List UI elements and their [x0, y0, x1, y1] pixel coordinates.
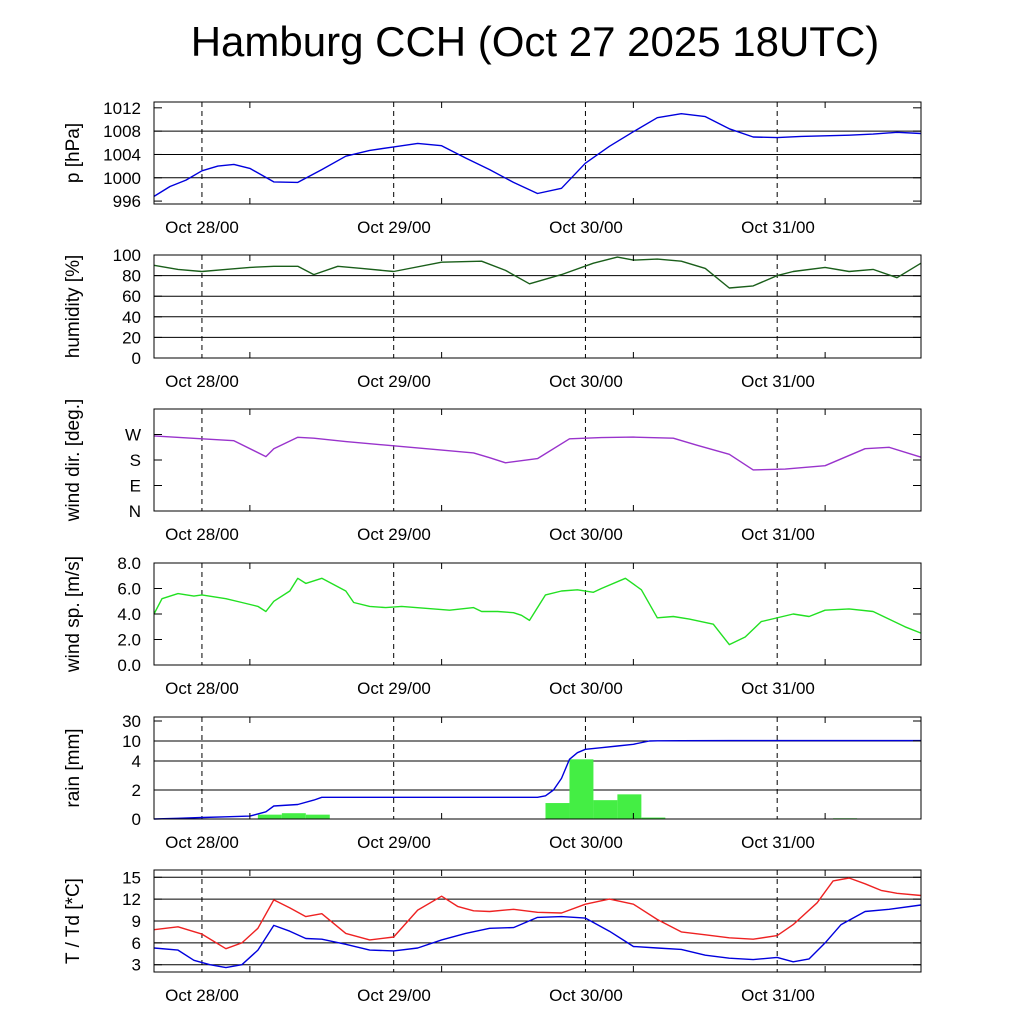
panel-frame — [153, 562, 922, 666]
ytick-label: 20 — [122, 328, 141, 347]
xtick-label: Oct 30/00 — [549, 986, 623, 1005]
panel-frame — [153, 101, 922, 205]
ytick-label: 0 — [132, 810, 141, 829]
xtick-label: Oct 28/00 — [165, 986, 239, 1005]
ytick-label: 0 — [132, 349, 141, 368]
xtick-label: Oct 31/00 — [741, 525, 815, 544]
xtick-label: Oct 30/00 — [549, 218, 623, 237]
ytick-label: 9 — [132, 912, 141, 931]
xtick-label: Oct 29/00 — [357, 372, 431, 391]
ylabel: T / Td [*C] — [63, 878, 84, 964]
ytick-label: 2.0 — [117, 631, 141, 650]
rain-bar-4 — [569, 759, 594, 819]
ytick-label: 4 — [132, 752, 141, 771]
ytick-label: 8.0 — [117, 554, 141, 573]
rain-bar-7 — [641, 817, 666, 819]
rain-bar-2 — [305, 814, 330, 819]
xtick-label: Oct 28/00 — [165, 525, 239, 544]
temperature-series-1 — [153, 904, 922, 969]
panel-temperature: 3 6 9 12 15 Oct 28/00 Oct 29/00 Oct 30/00 Oct 31… — [63, 868, 922, 1005]
ylabel: wind dir. [deg.] — [63, 399, 84, 523]
xtick-label: Oct 29/00 — [357, 986, 431, 1005]
xtick-label: Oct 31/00 — [741, 679, 815, 698]
xtick-label: Oct 28/00 — [165, 218, 239, 237]
ytick-label: W — [125, 426, 141, 445]
wind_speed-line — [153, 577, 922, 646]
ytick-label: 10 — [122, 732, 141, 751]
ytick-label: 3 — [132, 956, 141, 975]
xtick-label: Oct 29/00 — [357, 218, 431, 237]
xtick-label: Oct 29/00 — [357, 525, 431, 544]
ytick-label: N — [129, 502, 141, 521]
ylabel: wind sp. [m/s] — [63, 556, 84, 673]
xtick-label: Oct 29/00 — [357, 833, 431, 852]
xtick-label: Oct 28/00 — [165, 372, 239, 391]
xtick-label: Oct 30/00 — [549, 372, 623, 391]
ytick-label: S — [130, 451, 141, 470]
ytick-label: 6.0 — [117, 580, 141, 599]
ytick-label: 6 — [132, 934, 141, 953]
xtick-label: Oct 28/00 — [165, 679, 239, 698]
ytick-label: 0.0 — [117, 656, 141, 675]
panel-wind_speed: 0.0 2.0 4.0 6.0 8.0 Oct 28/00 Oct 29/00 Oct 30/… — [63, 554, 922, 698]
xtick-label: Oct 30/00 — [549, 679, 623, 698]
ylabel: rain [mm] — [63, 728, 84, 807]
ylabel: p [hPa] — [63, 123, 84, 183]
ytick-label: 80 — [122, 267, 141, 286]
ytick-label: 30 — [122, 712, 141, 731]
ytick-label: 1008 — [103, 122, 141, 141]
ytick-label: 4.0 — [117, 605, 141, 624]
rain-bar-6 — [617, 794, 642, 819]
wind_dir-line — [153, 435, 922, 471]
xtick-label: Oct 31/00 — [741, 986, 815, 1005]
ylabel: humidity [%] — [63, 255, 84, 358]
xtick-label: Oct 30/00 — [549, 833, 623, 852]
ytick-label: 1004 — [103, 145, 141, 164]
xtick-label: Oct 31/00 — [741, 833, 815, 852]
ytick-label: E — [130, 477, 141, 496]
humidity-line — [153, 256, 922, 289]
panel-frame — [153, 716, 922, 820]
ytick-label: 100 — [113, 246, 141, 265]
pressure-line — [153, 112, 922, 197]
ytick-label: 996 — [113, 192, 141, 211]
ytick-label: 1012 — [103, 99, 141, 118]
ytick-label: 15 — [122, 868, 141, 887]
xtick-label: Oct 29/00 — [357, 679, 431, 698]
xtick-label: Oct 31/00 — [741, 372, 815, 391]
rain-bar-3 — [545, 803, 570, 819]
rain-bar-1 — [281, 813, 306, 819]
rain-bar-0 — [257, 814, 282, 819]
chart-title: Hamburg CCH (Oct 27 2025 18UTC) — [190, 18, 880, 65]
panel-pressure: 996 1000 1004 1008 1012 Oct 28/00 Oct 29/00 Oct… — [63, 99, 922, 237]
ytick-label: 2 — [132, 781, 141, 800]
panel-frame — [153, 254, 922, 359]
xtick-label: Oct 28/00 — [165, 833, 239, 852]
xtick-label: Oct 31/00 — [741, 218, 815, 237]
rain-bar-5 — [593, 800, 618, 819]
panel-frame — [153, 408, 922, 512]
ytick-label: 40 — [122, 308, 141, 327]
rain-accumulation-line — [153, 739, 921, 820]
temperature-series-0 — [153, 877, 922, 950]
ytick-label: 12 — [122, 890, 141, 909]
ytick-label: 1000 — [103, 169, 141, 188]
ytick-label: 60 — [122, 287, 141, 306]
xtick-label: Oct 30/00 — [549, 525, 623, 544]
